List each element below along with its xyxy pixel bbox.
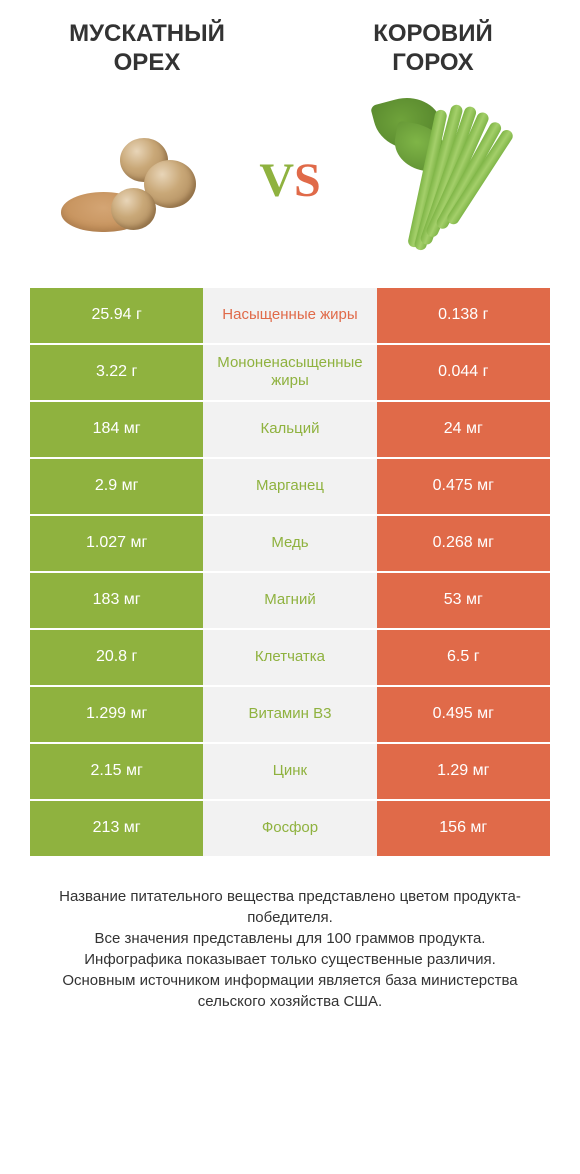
table-row: 20.8 гКлетчатка6.5 г (30, 630, 550, 687)
nutrient-label-cell: Магний (203, 573, 376, 628)
table-row: 184 мгКальций24 мг (30, 402, 550, 459)
right-value-cell: 0.268 мг (377, 516, 550, 571)
left-value-cell: 183 мг (30, 573, 203, 628)
right-value-cell: 0.475 мг (377, 459, 550, 514)
nutrient-label-cell: Насыщенные жиры (203, 288, 376, 343)
right-product-title: КОРОВИЙ ГОРОХ (316, 20, 550, 78)
vs-label: VS (259, 153, 320, 208)
table-row: 2.15 мгЦинк1.29 мг (30, 744, 550, 801)
vs-v: V (259, 154, 294, 207)
right-value-cell: 0.495 мг (377, 687, 550, 742)
right-value-cell: 0.044 г (377, 345, 550, 400)
table-row: 183 мгМагний53 мг (30, 573, 550, 630)
left-value-cell: 2.9 мг (30, 459, 203, 514)
left-value-cell: 3.22 г (30, 345, 203, 400)
nutrient-label-cell: Клетчатка (203, 630, 376, 685)
nutrient-label-cell: Медь (203, 516, 376, 571)
right-value-cell: 0.138 г (377, 288, 550, 343)
left-value-cell: 184 мг (30, 402, 203, 457)
left-value-cell: 1.027 мг (30, 516, 203, 571)
nutrient-label-cell: Фосфор (203, 801, 376, 856)
nutmeg-image (56, 105, 206, 255)
left-value-cell: 213 мг (30, 801, 203, 856)
right-value-cell: 6.5 г (377, 630, 550, 685)
footer-line: Инфографика показывает только существенн… (30, 949, 550, 970)
header: МУСКАТНЫЙ ОРЕХ КОРОВИЙ ГОРОХ (0, 0, 580, 88)
nutrient-label-cell: Цинк (203, 744, 376, 799)
comparison-table: 25.94 гНасыщенные жиры0.138 г3.22 гМонон… (0, 288, 580, 858)
footer-line: Основным источником информации является … (30, 970, 550, 1012)
right-value-cell: 53 мг (377, 573, 550, 628)
footer-line: Название питательного вещества представл… (30, 886, 550, 928)
nutrient-label-cell: Витамин B3 (203, 687, 376, 742)
left-value-cell: 20.8 г (30, 630, 203, 685)
vs-s: S (294, 154, 321, 207)
nutrient-label-cell: Марганец (203, 459, 376, 514)
left-value-cell: 2.15 мг (30, 744, 203, 799)
right-value-cell: 24 мг (377, 402, 550, 457)
left-value-cell: 1.299 мг (30, 687, 203, 742)
table-row: 1.027 мгМедь0.268 мг (30, 516, 550, 573)
table-row: 213 мгФосфор156 мг (30, 801, 550, 858)
left-value-cell: 25.94 г (30, 288, 203, 343)
right-value-cell: 1.29 мг (377, 744, 550, 799)
table-row: 2.9 мгМарганец0.475 мг (30, 459, 550, 516)
nutrient-label-cell: Кальций (203, 402, 376, 457)
footer-notes: Название питательного вещества представл… (0, 858, 580, 1012)
table-row: 25.94 гНасыщенные жиры0.138 г (30, 288, 550, 345)
footer-line: Все значения представлены для 100 граммо… (30, 928, 550, 949)
cowpea-image (374, 105, 524, 255)
table-row: 1.299 мгВитамин B30.495 мг (30, 687, 550, 744)
table-row: 3.22 гМононенасыщенные жиры0.044 г (30, 345, 550, 402)
nutrient-label-cell: Мононенасыщенные жиры (203, 345, 376, 400)
images-row: VS (0, 88, 580, 288)
right-value-cell: 156 мг (377, 801, 550, 856)
left-product-title: МУСКАТНЫЙ ОРЕХ (30, 20, 264, 78)
